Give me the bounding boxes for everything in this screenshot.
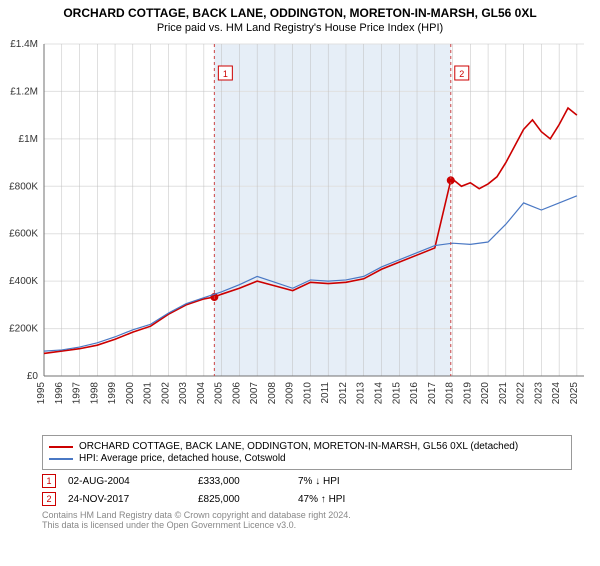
annotation-pct: 7% ↓ HPI xyxy=(298,476,398,487)
svg-text:£0: £0 xyxy=(27,371,39,382)
footer-attribution: Contains HM Land Registry data © Crown c… xyxy=(42,510,572,530)
footer-line-2: This data is licensed under the Open Gov… xyxy=(42,520,572,530)
svg-text:2006: 2006 xyxy=(231,382,242,405)
svg-text:2003: 2003 xyxy=(178,382,189,405)
svg-text:2016: 2016 xyxy=(409,382,420,405)
svg-text:2017: 2017 xyxy=(427,382,438,405)
annotation-number: 1 xyxy=(42,474,56,488)
svg-text:2004: 2004 xyxy=(196,382,207,405)
chart-subtitle: Price paid vs. HM Land Registry's House … xyxy=(0,22,600,34)
svg-text:2011: 2011 xyxy=(320,382,331,404)
annotation-date: 24-NOV-2017 xyxy=(68,494,198,505)
svg-text:2024: 2024 xyxy=(551,382,562,405)
legend-label: ORCHARD COTTAGE, BACK LANE, ODDINGTON, M… xyxy=(79,441,518,452)
line-chart-svg: £0 £200K £400K £600K £800K £1M £1.2M £1.4M 1995 1… xyxy=(0,40,590,426)
svg-text:1997: 1997 xyxy=(72,382,83,405)
svg-text:1995: 1995 xyxy=(36,382,47,405)
svg-text:2021: 2021 xyxy=(498,382,509,405)
svg-text:1999: 1999 xyxy=(107,382,118,405)
svg-text:1998: 1998 xyxy=(89,382,100,405)
legend-swatch xyxy=(49,446,73,448)
svg-text:1996: 1996 xyxy=(54,382,65,405)
svg-text:2022: 2022 xyxy=(516,382,527,405)
svg-text:2001: 2001 xyxy=(143,382,154,405)
chart-title: ORCHARD COTTAGE, BACK LANE, ODDINGTON, M… xyxy=(0,6,600,20)
svg-text:2025: 2025 xyxy=(569,382,580,405)
svg-text:1: 1 xyxy=(223,69,228,79)
annotation-date: 02-AUG-2004 xyxy=(68,476,198,487)
svg-text:2018: 2018 xyxy=(445,382,456,405)
legend-row: HPI: Average price, detached house, Cots… xyxy=(49,453,565,464)
svg-text:2002: 2002 xyxy=(160,382,171,405)
svg-text:£1.4M: £1.4M xyxy=(10,40,38,50)
svg-text:£200K: £200K xyxy=(9,324,38,335)
chart-plot-area: £0 £200K £400K £600K £800K £1M £1.2M £1.4M 1995 1… xyxy=(0,40,600,431)
svg-text:2020: 2020 xyxy=(480,382,491,405)
svg-text:£800K: £800K xyxy=(9,181,38,192)
svg-text:2014: 2014 xyxy=(374,382,385,405)
legend-row: ORCHARD COTTAGE, BACK LANE, ODDINGTON, M… xyxy=(49,441,565,452)
svg-text:2008: 2008 xyxy=(267,382,278,405)
svg-text:2000: 2000 xyxy=(125,382,136,405)
annotation-number: 2 xyxy=(42,492,56,506)
footer-line-1: Contains HM Land Registry data © Crown c… xyxy=(42,510,572,520)
svg-text:£1.2M: £1.2M xyxy=(10,86,38,97)
annotation-row: 1 02-AUG-2004£333,0007% ↓ HPI xyxy=(42,474,572,488)
legend-swatch xyxy=(49,458,73,460)
svg-text:2010: 2010 xyxy=(302,382,313,405)
shaded-band xyxy=(214,44,450,376)
legend-label: HPI: Average price, detached house, Cots… xyxy=(79,453,286,464)
svg-text:2023: 2023 xyxy=(533,382,544,405)
svg-text:£1M: £1M xyxy=(19,134,38,145)
annotation-pct: 47% ↑ HPI xyxy=(298,494,398,505)
svg-text:2: 2 xyxy=(459,69,464,79)
svg-text:2015: 2015 xyxy=(391,382,402,405)
annotation-price: £333,000 xyxy=(198,476,298,487)
svg-text:£400K: £400K xyxy=(9,276,38,287)
chart-container: ORCHARD COTTAGE, BACK LANE, ODDINGTON, M… xyxy=(0,6,600,566)
annotation-row: 2 24-NOV-2017£825,00047% ↑ HPI xyxy=(42,492,572,506)
svg-text:2009: 2009 xyxy=(285,382,296,405)
svg-text:£600K: £600K xyxy=(9,229,38,240)
legend-box: ORCHARD COTTAGE, BACK LANE, ODDINGTON, M… xyxy=(42,435,572,470)
svg-text:2005: 2005 xyxy=(214,382,225,405)
svg-text:2013: 2013 xyxy=(356,382,367,405)
sale-annotations: 1 02-AUG-2004£333,0007% ↓ HPI 2 24-NOV-2017… xyxy=(42,474,572,506)
svg-text:2007: 2007 xyxy=(249,382,260,405)
svg-text:2012: 2012 xyxy=(338,382,349,405)
svg-text:2019: 2019 xyxy=(462,382,473,405)
annotation-price: £825,000 xyxy=(198,494,298,505)
